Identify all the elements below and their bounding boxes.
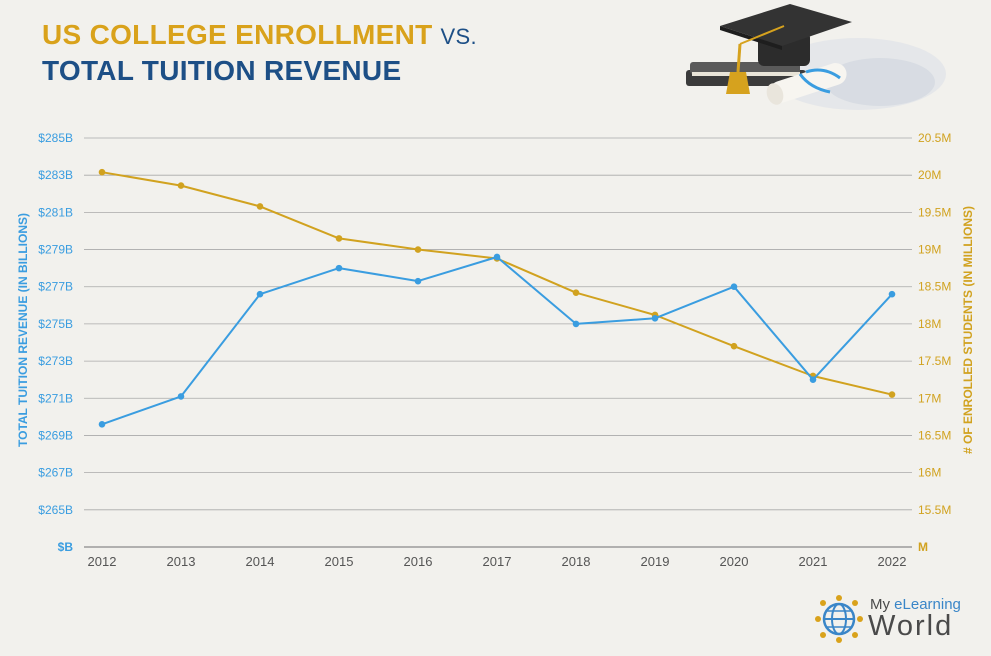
left-tick-label: $B bbox=[58, 540, 74, 554]
right-tick-label: 17M bbox=[918, 391, 941, 405]
revenue-point bbox=[177, 393, 185, 400]
right-tick-label: 16.5M bbox=[918, 428, 951, 442]
logo-accent: eLearning bbox=[894, 596, 961, 613]
gridlines bbox=[84, 137, 912, 548]
left-tick-label: $285B bbox=[38, 131, 73, 145]
right-tick-label: 20M bbox=[918, 168, 941, 182]
revenue-point bbox=[493, 253, 501, 261]
enrollment-point bbox=[335, 235, 343, 242]
revenue-point bbox=[730, 283, 738, 291]
enrollment-point bbox=[572, 289, 580, 296]
revenue-point bbox=[809, 376, 817, 383]
logo-wordmark: World bbox=[868, 610, 954, 642]
right-tick-label: 15.5M bbox=[918, 503, 951, 517]
right-tick-label: 19M bbox=[918, 243, 941, 257]
revenue-line bbox=[101, 256, 893, 426]
enrollment-point bbox=[730, 342, 738, 350]
right-tick-label: 20.5M bbox=[918, 131, 951, 145]
revenue-point bbox=[98, 421, 106, 428]
x-tick-label: 2016 bbox=[404, 554, 433, 569]
left-tick-label: $265B bbox=[38, 503, 73, 517]
enrollment-point bbox=[177, 182, 185, 189]
left-tick-label: $275B bbox=[38, 317, 73, 331]
left-tick-label: $279B bbox=[38, 243, 73, 257]
x-tick-label: 2013 bbox=[167, 554, 196, 569]
enrollment-point bbox=[98, 168, 106, 176]
left-tick-label: $283B bbox=[38, 168, 73, 182]
x-tick-label: 2019 bbox=[641, 554, 670, 569]
left-tick-label: $267B bbox=[38, 466, 73, 480]
x-axis-ticks: 2012 2013 2014 2015 2016 2017 2018 2019 2020 2021… bbox=[88, 554, 907, 569]
left-axis-label: TOTAL TUITION REVENUE (IN BILLIONS) bbox=[16, 213, 30, 447]
logo-tagline: My eLearning bbox=[870, 596, 961, 613]
x-tick-label: 2022 bbox=[878, 554, 907, 569]
revenue-point bbox=[572, 320, 580, 328]
enrollment-series bbox=[98, 168, 896, 398]
revenue-point bbox=[335, 264, 343, 272]
right-axis-label: # OF ENROLLED STUDENTS (IN MILLIONS) bbox=[961, 206, 975, 454]
globe-logo-icon bbox=[815, 595, 863, 643]
enrollment-point bbox=[256, 203, 264, 210]
enrollment-point bbox=[414, 246, 422, 253]
logo-prefix: My bbox=[870, 596, 895, 613]
revenue-point bbox=[651, 315, 659, 322]
revenue-point bbox=[414, 277, 422, 285]
enrollment-point bbox=[888, 391, 896, 398]
right-tick-label: 19.5M bbox=[918, 205, 951, 219]
revenue-point bbox=[256, 290, 264, 298]
x-tick-label: 2020 bbox=[720, 554, 749, 569]
title-vs: VS. bbox=[440, 24, 477, 49]
x-tick-label: 2014 bbox=[246, 554, 275, 569]
x-tick-label: 2021 bbox=[799, 554, 828, 569]
chart-title: US COLLEGE ENROLLMENT VS. TOTAL TUITION R… bbox=[42, 18, 477, 88]
x-tick-label: 2017 bbox=[483, 554, 512, 569]
right-tick-label: 18M bbox=[918, 317, 941, 331]
revenue-point bbox=[888, 290, 896, 298]
x-tick-label: 2015 bbox=[325, 554, 354, 569]
title-enrollment: US COLLEGE ENROLLMENT bbox=[42, 19, 433, 50]
x-tick-label: 2012 bbox=[88, 554, 117, 569]
graduation-cap-icon bbox=[686, 4, 946, 110]
right-axis-ticks: M 15.5M 16M 16.5M 17M 17.5M 18M 18.5M 19M 19.5M 20… bbox=[918, 131, 951, 554]
left-tick-label: $281B bbox=[38, 205, 73, 219]
right-tick-label: 16M bbox=[918, 466, 941, 480]
x-tick-label: 2018 bbox=[562, 554, 591, 569]
right-tick-label: 17.5M bbox=[918, 354, 951, 368]
left-tick-label: $273B bbox=[38, 354, 73, 368]
revenue-series bbox=[98, 253, 896, 428]
title-line-1: US COLLEGE ENROLLMENT VS. bbox=[42, 18, 477, 54]
left-tick-label: $271B bbox=[38, 391, 73, 405]
right-tick-label: 18.5M bbox=[918, 280, 951, 294]
left-axis-ticks: $B $265B $267B $269B $271B $273B $275B $277B $27… bbox=[38, 131, 73, 554]
title-line-2: TOTAL TUITION REVENUE bbox=[42, 55, 402, 86]
right-tick-label: M bbox=[918, 540, 928, 554]
left-tick-label: $269B bbox=[38, 428, 73, 442]
left-tick-label: $277B bbox=[38, 280, 73, 294]
